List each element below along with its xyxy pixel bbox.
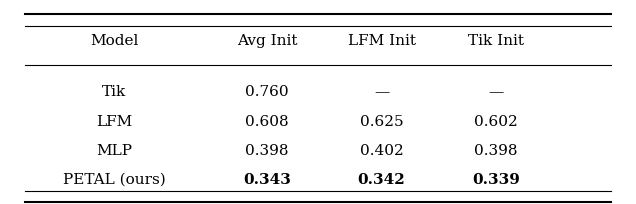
Text: 0.760: 0.760 — [245, 85, 289, 99]
Text: 0.343: 0.343 — [243, 173, 291, 186]
Text: Tik: Tik — [102, 85, 127, 99]
Text: Avg Init: Avg Init — [237, 34, 298, 48]
Text: 0.398: 0.398 — [245, 144, 289, 158]
Text: 0.402: 0.402 — [360, 144, 403, 158]
Text: Tik Init: Tik Init — [468, 34, 524, 48]
Text: LFM: LFM — [97, 115, 132, 129]
Text: PETAL (ours): PETAL (ours) — [63, 173, 166, 186]
Text: —: — — [488, 85, 504, 99]
Text: MLP: MLP — [97, 144, 132, 158]
Text: Model: Model — [90, 34, 139, 48]
Text: —: — — [374, 85, 389, 99]
Text: 0.339: 0.339 — [472, 173, 520, 186]
Text: 0.602: 0.602 — [474, 115, 518, 129]
Text: 0.342: 0.342 — [357, 173, 406, 186]
Text: 0.398: 0.398 — [474, 144, 518, 158]
Text: 0.625: 0.625 — [360, 115, 403, 129]
Text: LFM Init: LFM Init — [348, 34, 415, 48]
Text: 0.608: 0.608 — [245, 115, 289, 129]
